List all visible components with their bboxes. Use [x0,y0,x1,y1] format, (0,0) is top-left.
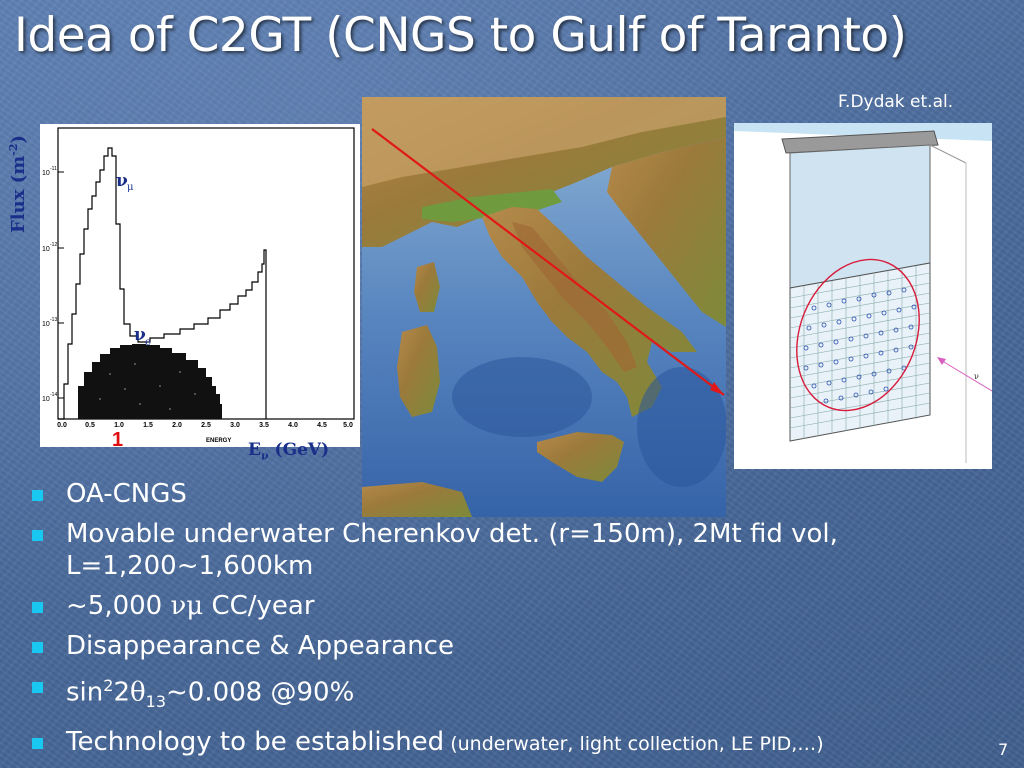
x-tick-label: 4.5 [317,422,327,429]
floating-platform [781,130,939,154]
bullet-square-icon [32,737,43,749]
bullet-item: Disappearance & Appearance [30,630,1010,662]
y-tick-label: 10 [42,246,50,253]
slide-title: Idea of C2GT (CNGS to Gulf of Taranto) [14,8,907,63]
neutrino-arrowhead [937,357,946,365]
numu-histogram [58,147,267,420]
bullet-item: ~5,000 νμ CC/year [30,590,1010,622]
bullet-item: Movable underwater Cherenkov det. (r=150… [30,518,1010,582]
bullet-list: OA-CNGS Movable underwater Cherenkov det… [30,478,1010,768]
bullet-item: OA-CNGS [30,478,1010,510]
bullet-square-icon [32,490,43,501]
x-tick-label: 1.0 [114,422,124,429]
y-tick-exp: -14 [50,392,57,398]
x-tick-labels: 0.0 0.5 1.0 1.5 2.0 2.5 3.0 3.5 4.0 4.5 … [57,422,353,429]
ionian-deep [637,367,726,487]
tyrrhenian-deep [452,357,592,437]
x-tick-label: 0.5 [85,422,95,429]
land-balkans [607,137,726,327]
bullet-item: sin22θ13~0.008 @90% [30,670,1010,718]
po-valley [422,189,562,222]
bullet-item: Technology to be established (underwater… [30,726,1010,760]
alps-relief [362,97,726,187]
italy-relief-map [362,97,726,517]
y-tick-exp: -12 [50,242,57,248]
x-tick-label: 3.5 [259,422,269,429]
x-tick-label: 0.0 [57,422,67,429]
bullet-square-icon [32,682,43,693]
neutrino-symbol: ν [974,372,979,381]
neutrino-arrow [938,358,992,392]
x-tick-label: 4.0 [288,422,298,429]
y-tick-label: 10 [42,321,50,328]
cherenkov-ring [796,258,920,412]
bullet-square-icon [32,642,43,653]
land-sardinia [397,325,440,417]
neutrino-flux-plot: 10 -11 10 -12 10 -13 10 -14 0.0 0.5 1.0 … [40,124,360,447]
numu-label: ν [116,171,128,191]
energy-axis-title: Eν (GeV) [248,440,330,463]
author-credit: F.Dydak et.al. [838,92,954,112]
flux-axis-label-wrap: Flux (m-2) [3,128,33,240]
x-tick-label: 3.0 [230,422,240,429]
nue-label-sub: e [145,337,151,348]
nue-label: ν [134,325,146,345]
nue-histogram-texture [99,363,196,410]
x-tick-label: 5.0 [343,422,353,429]
y-tick-exp: -11 [50,166,57,172]
x-tick-label: 2.0 [172,422,182,429]
land-africa [362,482,472,517]
beam-arrowhead [710,382,724,395]
pmt-dots [803,287,917,404]
y-tick-exp: -13 [50,317,57,323]
x-tick-label: 2.5 [201,422,211,429]
land-sicily [537,432,624,482]
flux-axis-label: Flux (m-2) [7,134,29,234]
x-tick-label: 1.5 [143,422,153,429]
bullet-square-icon [32,602,43,613]
beam-line [371,128,725,396]
energy-axis-label: ENERGY [206,438,231,444]
y-tick-label: 10 [42,396,50,403]
land-corsica [414,262,440,312]
cherenkov-detector-diagram: ν [734,123,992,469]
y-tick-marks [58,171,64,399]
numu-label-sub: μ [127,182,134,193]
nue-histogram [78,344,222,419]
energy-marker-one: 1 [112,429,124,451]
y-tick-label: 10 [42,170,50,177]
tank-edge [929,144,967,164]
bullet-square-icon [32,530,43,541]
page-number: 7 [998,740,1009,759]
